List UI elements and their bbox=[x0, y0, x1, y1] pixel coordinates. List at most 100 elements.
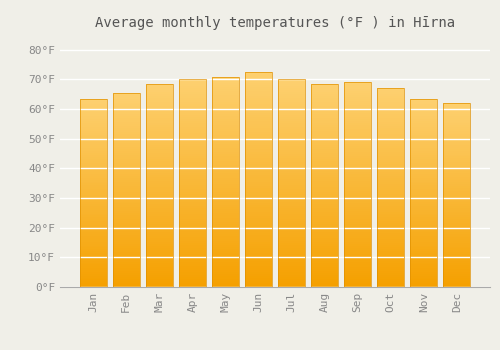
Bar bbox=[410, 164, 438, 167]
Bar bbox=[112, 203, 140, 205]
Bar bbox=[112, 151, 140, 153]
Bar bbox=[146, 128, 173, 131]
Bar bbox=[278, 129, 305, 131]
Bar bbox=[444, 142, 470, 143]
Bar bbox=[344, 242, 371, 244]
Bar bbox=[112, 99, 140, 100]
Bar bbox=[377, 170, 404, 172]
Bar bbox=[278, 111, 305, 113]
Bar bbox=[278, 239, 305, 241]
Bar bbox=[311, 202, 338, 204]
Bar bbox=[80, 255, 106, 257]
Bar bbox=[80, 251, 106, 253]
Bar bbox=[80, 142, 106, 144]
Bar bbox=[179, 223, 206, 225]
Bar bbox=[377, 196, 404, 198]
Bar bbox=[179, 187, 206, 189]
Bar bbox=[311, 145, 338, 147]
Bar bbox=[146, 86, 173, 88]
Bar bbox=[146, 147, 173, 149]
Bar bbox=[410, 202, 438, 204]
Bar bbox=[311, 222, 338, 224]
Bar bbox=[179, 200, 206, 202]
Bar bbox=[377, 219, 404, 222]
Bar bbox=[80, 136, 106, 138]
Bar bbox=[179, 142, 206, 144]
Bar bbox=[212, 133, 239, 135]
Bar bbox=[179, 106, 206, 108]
Bar bbox=[344, 273, 371, 275]
Bar bbox=[212, 283, 239, 285]
Bar bbox=[311, 88, 338, 90]
Bar bbox=[146, 135, 173, 137]
Bar bbox=[410, 257, 438, 259]
Bar bbox=[112, 178, 140, 180]
Bar bbox=[444, 239, 470, 241]
Bar bbox=[344, 175, 371, 176]
Bar bbox=[344, 199, 371, 201]
Bar bbox=[278, 92, 305, 94]
Bar bbox=[146, 181, 173, 183]
Bar bbox=[444, 223, 470, 224]
Bar bbox=[146, 163, 173, 165]
Bar bbox=[444, 184, 470, 186]
Bar bbox=[212, 222, 239, 224]
Bar bbox=[410, 238, 438, 240]
Bar bbox=[245, 225, 272, 227]
Bar bbox=[311, 102, 338, 104]
Bar bbox=[344, 111, 371, 113]
Bar bbox=[278, 271, 305, 272]
Bar bbox=[377, 204, 404, 205]
Bar bbox=[444, 271, 470, 272]
Bar bbox=[410, 142, 438, 144]
Bar bbox=[212, 228, 239, 230]
Bar bbox=[444, 166, 470, 168]
Bar bbox=[410, 159, 438, 161]
Bar bbox=[245, 121, 272, 124]
Bar bbox=[444, 134, 470, 136]
Bar bbox=[377, 146, 404, 148]
Bar bbox=[377, 273, 404, 275]
Bar bbox=[344, 240, 371, 242]
Bar bbox=[344, 176, 371, 178]
Bar bbox=[311, 127, 338, 128]
Bar bbox=[245, 119, 272, 121]
Bar bbox=[311, 244, 338, 246]
Bar bbox=[344, 158, 371, 160]
Bar bbox=[245, 186, 272, 188]
Bar bbox=[377, 239, 404, 241]
Bar bbox=[80, 278, 106, 279]
Bar bbox=[80, 240, 106, 242]
Bar bbox=[377, 184, 404, 186]
Bar bbox=[377, 283, 404, 285]
Bar bbox=[344, 205, 371, 207]
Bar bbox=[311, 149, 338, 151]
Bar bbox=[278, 148, 305, 150]
Bar bbox=[344, 209, 371, 211]
Bar bbox=[344, 154, 371, 156]
Bar bbox=[179, 225, 206, 227]
Bar bbox=[245, 175, 272, 177]
Bar bbox=[377, 104, 404, 106]
Bar bbox=[344, 279, 371, 281]
Bar bbox=[278, 102, 305, 104]
Bar bbox=[444, 127, 470, 129]
Bar bbox=[444, 112, 470, 114]
Bar bbox=[245, 126, 272, 128]
Bar bbox=[344, 195, 371, 197]
Bar bbox=[179, 268, 206, 271]
Bar bbox=[245, 72, 272, 74]
Bar bbox=[80, 261, 106, 262]
Bar bbox=[278, 125, 305, 127]
Bar bbox=[146, 232, 173, 234]
Bar bbox=[344, 132, 371, 134]
Bar bbox=[278, 210, 305, 212]
Bar bbox=[146, 125, 173, 127]
Bar bbox=[112, 190, 140, 192]
Bar bbox=[112, 132, 140, 134]
Bar bbox=[179, 272, 206, 274]
Bar bbox=[146, 90, 173, 92]
Bar bbox=[212, 243, 239, 245]
Bar bbox=[444, 129, 470, 131]
Bar bbox=[112, 180, 140, 182]
